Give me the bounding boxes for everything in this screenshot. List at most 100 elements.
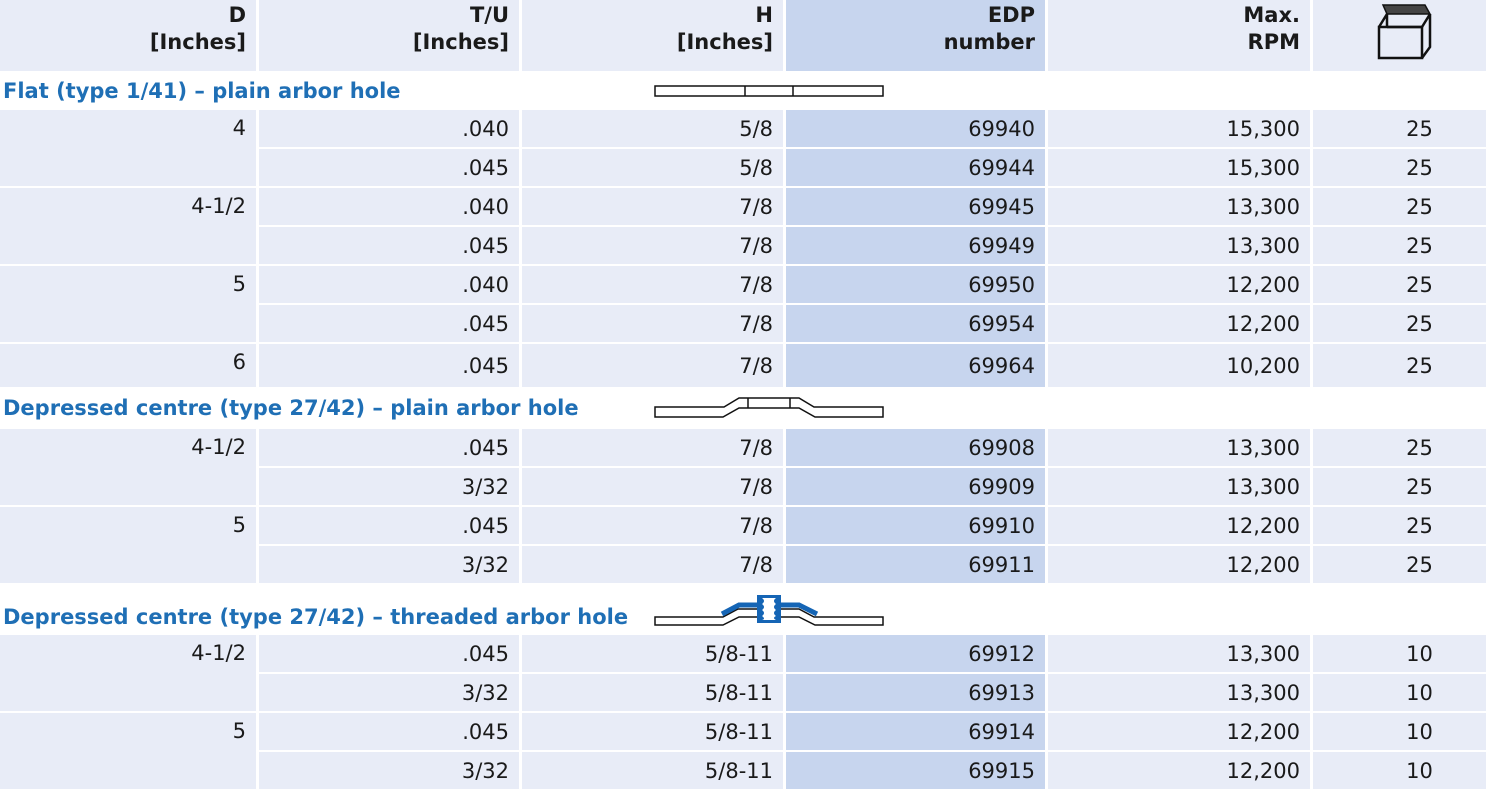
section-title: Flat (type 1/41) – plain arbor hole	[0, 73, 1486, 108]
cell-qty: 25	[1313, 110, 1486, 147]
cell-d: 5	[0, 507, 256, 583]
cell-edp: 69912	[786, 635, 1045, 672]
cell-qty: 25	[1313, 305, 1486, 342]
cell-qty: 25	[1313, 266, 1486, 303]
section-title-text: Depressed centre (type 27/42) – plain ar…	[3, 396, 579, 420]
cell-rpm: 15,300	[1048, 149, 1310, 186]
cell-tu: 3/32	[259, 752, 519, 789]
cell-rpm: 12,200	[1048, 266, 1310, 303]
cell-h: 5/8-11	[522, 674, 783, 711]
cell-edp: 69954	[786, 305, 1045, 342]
cell-tu: .045	[259, 713, 519, 750]
cell-h: 5/8	[522, 149, 783, 186]
cell-rpm: 12,200	[1048, 752, 1310, 789]
section-title: Depressed centre (type 27/42) – threaded…	[0, 585, 1486, 633]
cell-rpm: 12,200	[1048, 546, 1310, 583]
header-d-unit: [Inches]	[149, 30, 246, 54]
section-title-row: Flat (type 1/41) – plain arbor hole	[0, 73, 1486, 108]
cell-edp: 69913	[786, 674, 1045, 711]
cell-tu: 3/32	[259, 468, 519, 505]
header-edp-line1: EDP	[987, 3, 1035, 27]
section-title-row: Depressed centre (type 27/42) – threaded…	[0, 585, 1486, 633]
cell-rpm: 12,200	[1048, 713, 1310, 750]
header-h: H [Inches]	[522, 0, 783, 71]
table-row: 4-1/2.045 7/8 69908 13,300 25	[0, 429, 1486, 505]
table-row: 4.040 5/8 69940 15,300 25	[0, 110, 1486, 186]
cell-d: 5	[0, 713, 256, 789]
cell-edp: 69914	[786, 713, 1045, 750]
header-pack-qty	[1313, 0, 1486, 71]
cell-qty: 10	[1313, 674, 1486, 711]
cell-h: 5/8-11	[522, 713, 783, 750]
section-title-text: Depressed centre (type 27/42) – threaded…	[3, 605, 629, 629]
cell-qty: 10	[1313, 752, 1486, 789]
cell-h: 7/8	[522, 546, 783, 583]
cell-tu: .045	[259, 507, 519, 544]
cell-h: 7/8	[522, 429, 783, 466]
table-row: .045 5/8 69944 15,300 25	[0, 149, 1486, 186]
table-row: 3/32 7/8 69911 12,200 25	[0, 546, 1486, 583]
cell-qty: 25	[1313, 429, 1486, 466]
table-row: .045 7/8 69949 13,300 25	[0, 227, 1486, 264]
cell-h: 5/8-11	[522, 752, 783, 789]
cell-tu: .045	[259, 227, 519, 264]
cell-rpm: 13,300	[1048, 429, 1310, 466]
cell-rpm: 12,200	[1048, 507, 1310, 544]
section-title-text: Flat (type 1/41) – plain arbor hole	[3, 78, 401, 103]
cell-tu: .040	[259, 266, 519, 303]
cell-tu: .045	[259, 429, 519, 466]
section-title: Depressed centre (type 27/42) – plain ar…	[0, 389, 1486, 427]
section-title-row: Depressed centre (type 27/42) – plain ar…	[0, 389, 1486, 427]
open-box-icon	[1377, 4, 1431, 60]
cell-tu: .045	[259, 635, 519, 672]
cell-rpm: 10,200	[1048, 344, 1310, 387]
cell-d: 4	[0, 110, 256, 186]
header-h-line1: H	[755, 3, 773, 27]
cell-tu: .040	[259, 110, 519, 147]
cell-edp: 69915	[786, 752, 1045, 789]
table-row: 3/32 5/8-11 69913 13,300 10	[0, 674, 1486, 711]
depressed-wheel-icon	[653, 393, 885, 426]
cell-rpm: 13,300	[1048, 674, 1310, 711]
header-rpm: Max. RPM	[1048, 0, 1310, 71]
cell-edp: 69944	[786, 149, 1045, 186]
cell-d: 4-1/2	[0, 635, 256, 711]
cell-h: 7/8	[522, 468, 783, 505]
cell-h: 7/8	[522, 305, 783, 342]
table-row: 4-1/2.040 7/8 69945 13,300 25	[0, 188, 1486, 264]
cell-tu: .045	[259, 344, 519, 387]
cell-edp: 69940	[786, 110, 1045, 147]
header-tu-unit: [Inches]	[412, 30, 509, 54]
cell-edp: 69908	[786, 429, 1045, 466]
header-tu-line1: T/U	[469, 3, 509, 27]
cell-edp: 69949	[786, 227, 1045, 264]
cell-d: 4-1/2	[0, 429, 256, 505]
cell-rpm: 13,300	[1048, 188, 1310, 225]
header-h-unit: [Inches]	[676, 30, 773, 54]
cell-rpm: 13,300	[1048, 227, 1310, 264]
table-row: 6.045 7/8 69964 10,200 25	[0, 344, 1486, 387]
cell-qty: 25	[1313, 344, 1486, 387]
header-rpm-line1: Max.	[1243, 3, 1300, 27]
cell-rpm: 12,200	[1048, 305, 1310, 342]
cell-qty: 25	[1313, 507, 1486, 544]
header-d-line1: D	[228, 3, 246, 27]
cell-qty: 25	[1313, 468, 1486, 505]
cell-tu: .040	[259, 188, 519, 225]
header-row: D [Inches] T/U [Inches] H [Inches] EDP numbe…	[0, 0, 1486, 71]
cell-edp: 69945	[786, 188, 1045, 225]
header-edp: EDP number	[786, 0, 1045, 71]
cell-h: 7/8	[522, 266, 783, 303]
table-row: 4-1/2.045 5/8-11 69912 13,300 10	[0, 635, 1486, 711]
cell-qty: 10	[1313, 635, 1486, 672]
cell-tu: 3/32	[259, 546, 519, 583]
table-row: 5.040 7/8 69950 12,200 25	[0, 266, 1486, 342]
table-row: 3/32 7/8 69909 13,300 25	[0, 468, 1486, 505]
cell-h: 5/8-11	[522, 635, 783, 672]
cell-qty: 25	[1313, 188, 1486, 225]
cell-h: 7/8	[522, 227, 783, 264]
cell-tu: .045	[259, 305, 519, 342]
cell-h: 7/8	[522, 188, 783, 225]
cell-h: 7/8	[522, 507, 783, 544]
